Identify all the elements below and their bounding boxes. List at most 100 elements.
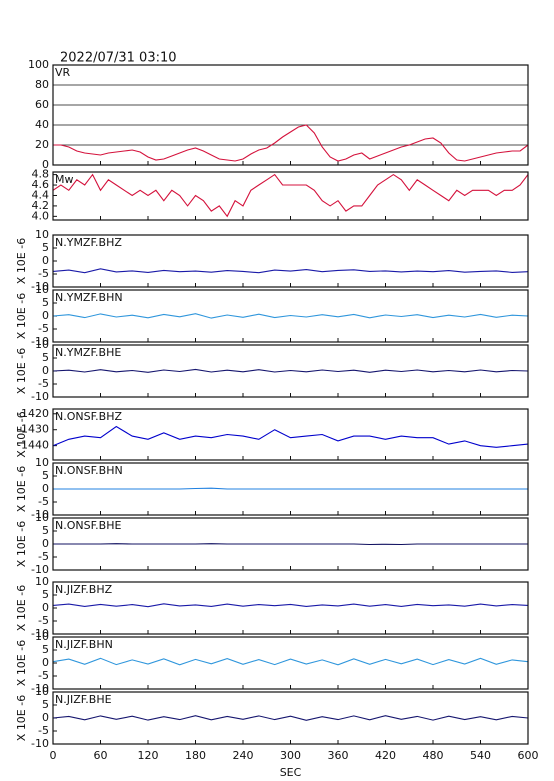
y-tick-label: 0	[42, 364, 49, 377]
y-tick-label: -1430	[17, 423, 49, 436]
panel-name: N.JIZF.BHZ	[55, 583, 113, 596]
y-tick-label: 0	[42, 482, 49, 495]
y-tick-label: -5	[38, 322, 49, 335]
y-tick-label: -10	[31, 508, 49, 521]
data-line	[53, 124, 529, 162]
y-tick-label: 80	[35, 78, 49, 91]
panel-frame	[52, 636, 529, 690]
panel-name: VR	[55, 66, 71, 79]
y-tick-label: -10	[31, 627, 49, 640]
x-tick-label: 420	[375, 749, 396, 762]
y-tick-label: 4.4	[32, 188, 50, 201]
panel-frame	[52, 234, 529, 288]
y-tick-label: 40	[35, 118, 49, 131]
x-axis-label: SEC	[280, 766, 302, 779]
y-tick-label: -5	[38, 669, 49, 682]
y-axis-label: X 10E -6	[15, 640, 28, 686]
y-tick-label: -5	[38, 495, 49, 508]
y-tick-label: 0	[42, 309, 49, 322]
panel-frame	[52, 408, 529, 461]
y-tick-label: -10	[31, 682, 49, 695]
y-axis-label: X 10E -6	[15, 695, 28, 741]
y-tick-label: -10	[31, 280, 49, 293]
y-tick-label: -10	[31, 737, 49, 750]
data-line	[52, 268, 529, 274]
y-axis-label: X 10E -6	[15, 238, 28, 284]
y-tick-label: 4.6	[32, 178, 50, 191]
panel-frame	[52, 581, 529, 635]
x-tick-label: 600	[518, 749, 539, 762]
y-tick-label: -5	[38, 550, 49, 563]
y-tick-label: -5	[38, 267, 49, 280]
panel-frame	[52, 462, 529, 516]
data-line	[52, 715, 529, 721]
y-tick-label: 5	[42, 524, 49, 537]
y-tick-label: 4.0	[32, 209, 50, 222]
data-line	[52, 173, 529, 218]
x-tick-label: 120	[138, 749, 159, 762]
data-line	[52, 657, 529, 666]
panel-name: N.ONSF.BHZ	[55, 410, 122, 423]
page-title: 2022/07/31 03:10	[60, 51, 177, 66]
data-line	[53, 487, 528, 490]
y-axis-label: X 10E -6	[15, 521, 28, 567]
panel-frame	[52, 171, 529, 221]
data-line	[52, 313, 529, 319]
y-tick-label: 5	[42, 296, 49, 309]
data-line	[52, 603, 529, 608]
y-tick-label: -1440	[17, 439, 49, 452]
y-axis-label: X 10E -6	[15, 585, 28, 631]
panel-name: N.JIZF.BHN	[55, 638, 113, 651]
x-tick-label: 0	[50, 749, 57, 762]
y-tick-label: 10	[35, 338, 49, 351]
y-tick-label: 0	[42, 254, 49, 267]
panel-frame	[52, 344, 529, 398]
data-line	[53, 543, 528, 546]
y-tick-label: 5	[42, 643, 49, 656]
y-tick-label: 4.2	[32, 199, 50, 212]
x-tick-label: 540	[470, 749, 491, 762]
data-line	[52, 425, 529, 448]
y-tick-label: 5	[42, 351, 49, 364]
x-tick-label: 360	[328, 749, 349, 762]
y-tick-label: 10	[35, 283, 49, 296]
y-tick-label: 60	[35, 98, 49, 111]
panel-name: N.ONSF.BHE	[55, 519, 121, 532]
x-tick-label: 60	[94, 749, 108, 762]
y-tick-label: -5	[38, 377, 49, 390]
y-tick-label: 5	[42, 241, 49, 254]
data-line	[52, 368, 529, 373]
y-axis-label: X 10E -6	[15, 466, 28, 512]
panel-name: N.YMZF.BHE	[55, 346, 121, 359]
x-tick-label: 240	[233, 749, 254, 762]
y-axis-label: X 10E -6	[15, 411, 28, 457]
x-tick-label: 300	[280, 749, 301, 762]
y-tick-label: 10	[35, 456, 49, 469]
y-tick-label: 100	[28, 58, 49, 71]
panel-frame	[52, 691, 529, 745]
panel-frame	[52, 289, 529, 343]
x-tick-label: 180	[185, 749, 206, 762]
y-tick-label: 0	[42, 656, 49, 669]
y-tick-label: 4.8	[32, 168, 50, 181]
y-tick-label: 5	[42, 698, 49, 711]
panel-name: N.JIZF.BHE	[55, 693, 112, 706]
y-tick-label: -10	[31, 563, 49, 576]
y-tick-label: 10	[35, 511, 49, 524]
y-tick-label: 20	[35, 138, 49, 151]
panel-name: Mw	[55, 173, 74, 186]
panel-name: N.YMZF.BHZ	[55, 236, 122, 249]
y-tick-label: 0	[42, 601, 49, 614]
y-tick-label: -10	[31, 335, 49, 348]
y-axis-label: X 10E -6	[15, 348, 28, 394]
y-tick-label: 10	[35, 685, 49, 698]
y-tick-label: -5	[38, 614, 49, 627]
y-tick-label: 10	[35, 575, 49, 588]
y-tick-label: -10	[31, 390, 49, 403]
y-axis-label: X 10E -6	[15, 293, 28, 339]
y-tick-label: 10	[35, 228, 49, 241]
y-tick-label: 5	[42, 469, 49, 482]
x-tick-label: 480	[423, 749, 444, 762]
